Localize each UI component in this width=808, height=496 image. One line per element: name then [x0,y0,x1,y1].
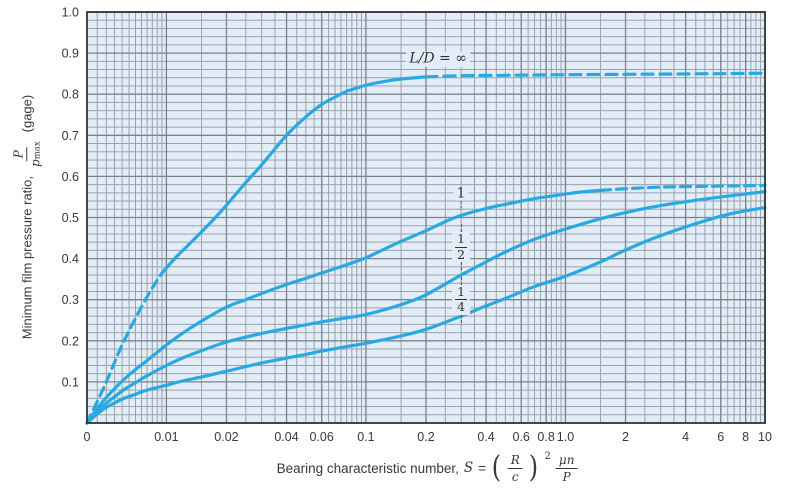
curve-L-D- [85,271,164,425]
x-tick-label: 0.8 [537,430,554,444]
y-axis-title-suffix: (gage) [19,94,35,133]
exponent-wrap: 2 [545,452,551,484]
x-axis-title: Bearing characteristic number, S = ( R c… [277,452,578,484]
y-tick-label: 0.9 [62,47,79,61]
x-tick-label: 0.6 [513,430,530,444]
x-tick-label: 0.4 [477,430,494,444]
x-tick-label: 10 [758,430,772,444]
curve-1 [599,183,767,192]
curve-1-4 [85,206,767,425]
label-leader-dash [460,201,462,210]
plot-border [86,11,766,424]
x-axis-title-text: Bearing characteristic number, [276,460,459,476]
x-tick-label: 0.01 [154,430,178,444]
y-tick-label: 0.8 [62,88,79,102]
equals-sign: = [478,460,487,476]
curve-label-lod-1: 1 [453,186,469,210]
fraction-denominator: pmax [28,141,43,167]
y-axis-title-text: Minimum film pressure ratio, [19,175,35,340]
x-tick-label: 0.02 [214,430,238,444]
label-leader-dash [460,314,462,323]
label-leader-dash [460,224,462,233]
close-paren: ) [528,450,539,485]
label-leader-dash [460,276,462,285]
open-paren: ( [492,450,502,485]
y-tick-label: 0.5 [62,211,79,225]
curve-label-text: 1 [453,186,469,202]
x-tick-label: 0.2 [417,430,434,444]
x-tick-label: 8 [742,430,749,444]
y-tick-label: 0.4 [62,252,79,266]
curve-label-text: L/D = ∞ [406,51,470,67]
x-tick-label: 0.06 [309,430,333,444]
y-tick-label: 0.7 [62,129,79,143]
y-tick-label: 0.2 [62,334,79,348]
radius-clearance-fraction: R c [507,454,523,483]
bearing-number-symbol: S [463,460,474,476]
y-tick-label: 0.3 [62,293,79,307]
curve-L-D- [424,71,767,79]
y-tick-label: 0.6 [62,170,79,184]
pressure-ratio-fraction: P pmax [11,138,43,170]
x-tick-label: 0.1 [357,430,374,444]
curve-1-2 [85,190,767,425]
y-tick-label: 1.0 [62,6,79,20]
y-tick-label: 0.1 [62,375,79,389]
x-tick-label: 0.04 [274,430,298,444]
x-tick-label: 4 [682,430,689,444]
curve-L-D- [160,75,428,275]
x-tick-label: 1.0 [557,430,574,444]
label-leader-dash [460,262,462,271]
exponent: 2 [544,451,551,462]
viscosity-load-fraction: μn P [555,454,578,483]
x-tick-label: 2 [622,430,629,444]
fraction-numerator: P [11,147,28,162]
x-tick-label: 0 [84,430,91,444]
y-axis-title: Minimum film pressure ratio, P pmax (gag… [11,94,43,340]
curve-label-lod-inf: L/D = ∞ [406,51,470,67]
curve-1 [85,188,603,425]
x-tick-label: 6 [717,430,724,444]
